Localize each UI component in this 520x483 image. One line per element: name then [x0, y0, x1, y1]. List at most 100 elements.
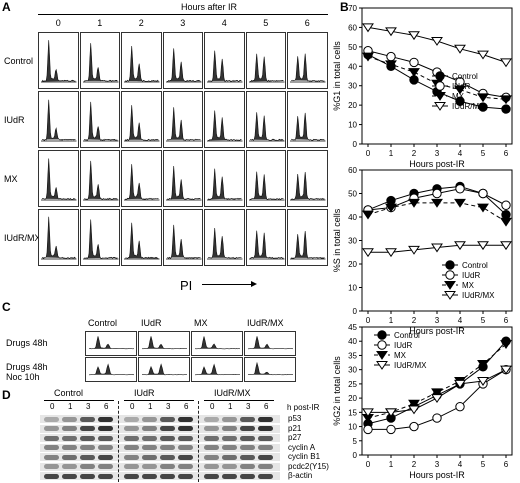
- hour-label: 1: [97, 18, 103, 28]
- histogram-cell: [244, 331, 296, 356]
- legend-marker: [434, 92, 446, 101]
- data-point: [385, 27, 397, 37]
- blot-band: [178, 426, 193, 431]
- histogram-cell: [204, 150, 245, 207]
- data-point: [432, 188, 442, 199]
- blot-band: [160, 435, 175, 441]
- blot-band: [98, 454, 113, 460]
- blot-band: [124, 435, 139, 441]
- data-point: [454, 44, 466, 54]
- y-axis-label: %S in total cells: [332, 208, 342, 272]
- blot-band: [142, 464, 157, 469]
- blot-band: [98, 426, 113, 431]
- histogram-cell: [38, 150, 79, 207]
- x-tick-label: 4: [458, 149, 463, 158]
- x-axis-label: Hours post-IR: [409, 326, 465, 336]
- legend-label: IUdR/MX: [452, 102, 485, 111]
- data-point: [500, 217, 512, 227]
- histogram-cell: [204, 209, 245, 266]
- x-tick-label: 4: [458, 316, 463, 325]
- blot-band: [80, 435, 95, 441]
- data-point: [477, 50, 489, 60]
- panel-d-time-labels: 0 1 3 6 0 1 3 6 0 1 3 6: [40, 402, 280, 414]
- histogram-cell: [121, 32, 162, 89]
- y-tick-label: 40: [348, 213, 357, 222]
- data-point: [362, 408, 374, 418]
- histogram-trace: [207, 50, 242, 82]
- hour-label: 3: [180, 18, 186, 28]
- data-point: [501, 200, 511, 210]
- time-label: 6: [264, 402, 269, 411]
- histogram-trace: [41, 216, 76, 259]
- y-tick-label: 20: [348, 394, 357, 403]
- row-label: Control: [4, 56, 34, 66]
- histogram-cell: [244, 357, 296, 382]
- blot-band: [258, 435, 273, 441]
- protein-label: cyclin B1: [288, 452, 321, 461]
- time-label: 3: [246, 402, 251, 411]
- panel-c-row2-label-line1: Drugs 48h: [6, 362, 48, 372]
- blot-band: [258, 416, 273, 422]
- hour-label: 4: [221, 18, 227, 28]
- panel-a-arrow-head: [251, 281, 257, 287]
- data-point: [454, 241, 466, 251]
- blot-band: [204, 435, 219, 441]
- panel-c-column-labels: Control IUdR MX IUdR/MX: [84, 318, 294, 330]
- blot-band: [124, 473, 139, 479]
- x-tick-label: 5: [481, 460, 486, 469]
- histogram-trace: [248, 361, 293, 376]
- column-label: Control: [88, 318, 118, 328]
- histogram-cell: [79, 150, 120, 207]
- histogram-trace: [166, 165, 201, 200]
- legend-marker: [445, 270, 455, 280]
- blot-band: [98, 445, 113, 450]
- blot-band: [124, 416, 139, 422]
- legend-marker: [377, 330, 387, 340]
- y-tick-label: 40: [348, 62, 357, 71]
- panel-c-row2-label-line2: Noc 10h: [6, 372, 40, 382]
- histogram-cell: [162, 32, 203, 89]
- panel-c-label: C: [2, 300, 11, 314]
- histogram-cell: [287, 91, 328, 148]
- panel-a-hour-labels: 0 1 2 3 4 5 6: [38, 18, 328, 30]
- data-point: [431, 37, 443, 46]
- legend-marker: [435, 71, 445, 81]
- blot-band: [160, 445, 175, 450]
- protein-label: cyclin A: [288, 442, 316, 452]
- time-label: 1: [68, 402, 73, 411]
- y-tick-label: 20: [348, 260, 357, 269]
- row-label: MX: [4, 174, 18, 184]
- data-point: [500, 95, 512, 105]
- blot-band: [178, 416, 193, 422]
- blot-band: [98, 473, 113, 479]
- x-tick-label: 2: [412, 460, 417, 469]
- time-label: 0: [130, 402, 135, 411]
- histogram-trace: [249, 230, 284, 259]
- blot-band: [178, 454, 193, 460]
- blot-band: [222, 416, 237, 422]
- x-tick-label: 3: [435, 316, 440, 325]
- blot-band: [258, 426, 273, 431]
- histogram-trace: [249, 171, 284, 200]
- blot-band: [178, 435, 193, 441]
- blot-band: [258, 473, 273, 479]
- blot-band: [178, 464, 193, 469]
- histogram-trace: [89, 363, 135, 376]
- blot-band: [62, 473, 77, 479]
- data-point: [385, 60, 397, 70]
- data-point: [431, 394, 443, 404]
- histogram-cell: [79, 32, 120, 89]
- data-point: [477, 377, 489, 386]
- data-point: [477, 241, 489, 251]
- blot-band: [124, 426, 139, 431]
- data-point: [477, 203, 489, 213]
- histogram-trace: [83, 219, 118, 259]
- lane-separator: [118, 401, 119, 482]
- data-point: [385, 248, 397, 258]
- lane-separator: [198, 401, 199, 482]
- legend-label: Control: [394, 331, 420, 340]
- histogram-trace: [166, 107, 201, 141]
- histogram-cell: [79, 209, 120, 266]
- data-point: [362, 52, 374, 62]
